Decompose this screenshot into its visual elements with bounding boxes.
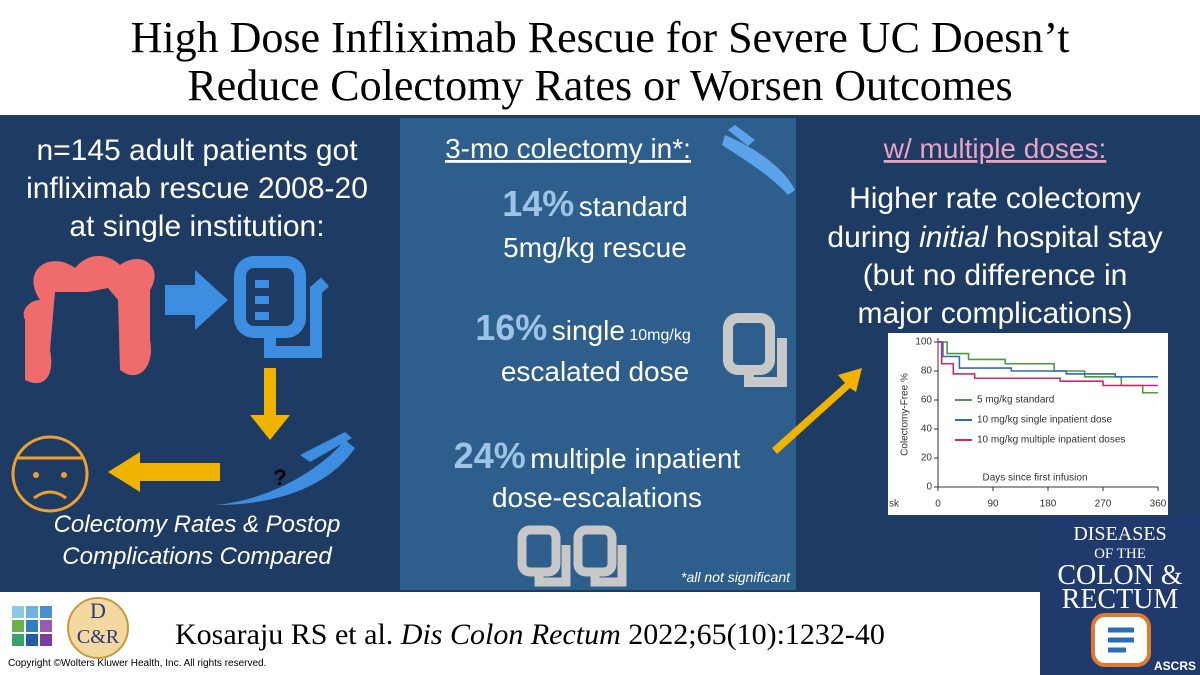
journal-title: DISEASES OF THE COLON & RECTUM xyxy=(1057,523,1182,615)
citation-authors: Kosaraju RS et al. xyxy=(175,618,401,651)
arrow-down xyxy=(250,368,290,440)
finding-part: during xyxy=(827,221,919,254)
result-label: multiple inpatient xyxy=(530,443,740,474)
risk-fragment: sk xyxy=(889,499,900,510)
journal-line: RECTUM xyxy=(1062,584,1179,615)
scalpel-icon xyxy=(215,432,355,505)
intro-line: infliximab rescue 2008-20 xyxy=(26,172,368,205)
middle-panel xyxy=(400,118,796,590)
title-band xyxy=(0,0,1200,115)
legend-label: 5 mg/kg standard xyxy=(977,395,1054,406)
title-line: High Dose Infliximab Rescue for Severe U… xyxy=(131,13,1070,62)
x-tick-label: 270 xyxy=(1095,499,1112,510)
caption-line: Complications Compared xyxy=(62,543,332,570)
left-intro: n=145 adult patients got infliximab resc… xyxy=(26,134,368,243)
y-tick-label: 0 xyxy=(926,482,932,493)
km-curve xyxy=(938,341,1158,387)
result: 16% single 10mg/kg xyxy=(475,307,691,348)
result-detail: dose-escalations xyxy=(492,482,702,513)
x-axis-label: Days since first infusion xyxy=(982,473,1087,484)
journal-line: COLON & xyxy=(1057,560,1182,591)
right-text: Higher rate colectomy during initial hos… xyxy=(827,182,1162,330)
finding-line: (but no difference in xyxy=(863,259,1128,292)
citation-journal: Dis Colon Rectum xyxy=(400,618,621,651)
finding-line: during initial hospital stay xyxy=(827,221,1162,254)
finding-emphasis: initial xyxy=(919,221,989,254)
iv-bag-mark xyxy=(255,312,269,320)
question-mark: ? xyxy=(273,465,286,490)
logo-bottom: C&R xyxy=(77,626,120,648)
finding-line: Higher rate colectomy xyxy=(849,182,1141,215)
iv-bag-mark xyxy=(255,296,269,304)
result: 24% multiple inpatient xyxy=(454,435,741,476)
km-curve xyxy=(938,341,1158,378)
society: ASCRS xyxy=(1154,659,1196,673)
citation: Kosaraju RS et al. Dis Colon Rectum 2022… xyxy=(175,618,885,651)
scalpel-icon xyxy=(722,125,795,195)
result-detail: 5mg/kg rescue xyxy=(503,232,687,263)
left-caption: Colectomy Rates & Postop Complications C… xyxy=(54,511,341,570)
percent: 14% xyxy=(502,183,574,224)
y-axis-label: Colectomy-Free % xyxy=(900,373,911,456)
x-tick-label: 360 xyxy=(1150,499,1167,510)
iv-bag xyxy=(723,313,787,387)
y-tick-label: 60 xyxy=(921,395,933,406)
y-tick-label: 40 xyxy=(921,424,933,435)
x-tick-label: 90 xyxy=(987,499,999,510)
journal-line: OF THE xyxy=(1094,546,1146,562)
journal-icon-lines xyxy=(1108,627,1134,653)
dcr-logo xyxy=(67,597,129,659)
iv-bags xyxy=(517,525,627,587)
finding-line: major complications) xyxy=(857,297,1132,330)
citation-details: 2022;65(10):1232-40 xyxy=(621,618,885,651)
logo-top: D xyxy=(90,598,106,623)
right-heading: w/ multiple doses: xyxy=(883,133,1107,164)
title: High Dose Infliximab Rescue for Severe U… xyxy=(131,13,1070,110)
intro-line: at single institution: xyxy=(69,210,324,243)
result-label: standard xyxy=(579,191,688,222)
legend-label: 10 mg/kg multiple inpatient doses xyxy=(977,435,1125,446)
copyright: Copyright ©Wolters Kluwer Health, Inc. A… xyxy=(8,658,266,669)
result-label: single xyxy=(552,315,625,346)
sad-face xyxy=(11,435,89,513)
journal-line: DISEASES xyxy=(1073,523,1166,545)
y-tick-label: 100 xyxy=(915,337,932,348)
intro-line: n=145 adult patients got xyxy=(36,134,358,167)
legend-label: 10 mg/kg single inpatient dose xyxy=(977,415,1113,426)
wk-logo xyxy=(12,606,52,646)
caption-line: Colectomy Rates & Postop xyxy=(54,511,341,538)
x-tick-label: 180 xyxy=(1040,499,1057,510)
km-chart: 0 20 40 60 80 100 0 90 180 270 360 Colectomy-Free %… xyxy=(889,337,1167,510)
arrow-right xyxy=(165,270,228,330)
middle-heading: 3-mo colectomy in*: xyxy=(445,133,691,164)
result-detail: escalated dose xyxy=(501,356,689,387)
y-tick-label: 20 xyxy=(921,453,933,464)
y-tick-label: 80 xyxy=(921,366,933,377)
percent: 16% xyxy=(475,307,547,348)
title-line: Reduce Colectomy Rates or Worsen Outcome… xyxy=(187,61,1012,110)
result-dose: 10mg/kg xyxy=(629,327,690,344)
percent: 24% xyxy=(454,435,526,476)
x-tick-label: 0 xyxy=(935,499,941,510)
arrow-diagonal xyxy=(772,368,862,454)
colon-icon xyxy=(23,255,155,384)
finding-part: hospital stay xyxy=(988,221,1163,254)
result: 14% standard xyxy=(502,183,687,224)
iv-bag xyxy=(234,256,329,358)
iv-bag-mark xyxy=(255,280,269,288)
arrow-left xyxy=(108,452,220,492)
footer xyxy=(0,592,1200,675)
footnote: *all not significant xyxy=(681,569,791,585)
